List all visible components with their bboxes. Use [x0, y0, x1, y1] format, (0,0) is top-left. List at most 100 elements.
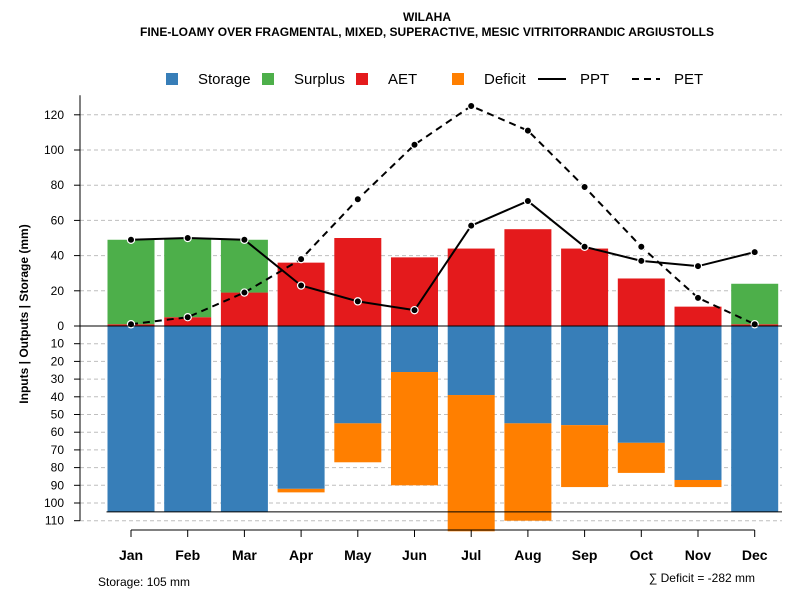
- legend-label-ppt: PPT: [580, 71, 609, 88]
- bar-deficit-oct: [617, 442, 665, 473]
- line-pet: [130, 104, 756, 326]
- point-ppt-sep: [580, 242, 589, 251]
- legend-label-surplus: Surplus: [294, 71, 345, 88]
- bar-aet-mar: [220, 292, 268, 326]
- point-ppt-may: [353, 297, 362, 306]
- legend-label-aet: AET: [388, 71, 417, 88]
- y-tick-label-lower-60: 60: [51, 425, 65, 439]
- x-tick-label-jun: Jun: [402, 547, 427, 563]
- point-ppt-jan: [126, 235, 136, 244]
- bar-deficit-jul: [447, 395, 495, 532]
- y-tick-label-lower-50: 50: [51, 408, 65, 422]
- bar-aet-jul: [447, 248, 495, 326]
- x-tick-label-jan: Jan: [119, 547, 143, 563]
- y-tick-label-upper-0: 0: [57, 319, 64, 333]
- point-ppt-jul: [467, 221, 476, 230]
- storage-footnote: Storage: 105 mm: [98, 575, 190, 589]
- x-tick-label-dec: Dec: [742, 547, 768, 563]
- bars: [107, 229, 779, 532]
- bar-deficit-nov: [674, 479, 722, 488]
- legend-swatch-storage: [166, 73, 178, 85]
- legend-swatch-aet: [356, 73, 368, 85]
- legend-label-storage: Storage: [198, 71, 251, 88]
- legend-item-pet: PET: [632, 71, 703, 88]
- y-tick-label-lower-40: 40: [51, 390, 65, 404]
- y-tick-label-lower-80: 80: [51, 461, 65, 475]
- x-tick-label-may: May: [344, 547, 371, 563]
- x-tick-label-oct: Oct: [630, 547, 654, 563]
- point-pet-jul: [467, 101, 476, 111]
- bar-storage-apr: [277, 326, 325, 489]
- point-pet-may: [353, 195, 362, 204]
- bar-aet-sep: [561, 248, 609, 326]
- bar-surplus-jan: [107, 239, 155, 325]
- bar-storage-may: [334, 326, 382, 424]
- x-tick-label-nov: Nov: [685, 547, 712, 563]
- point-pet-aug: [523, 126, 533, 135]
- point-pet-oct: [637, 242, 646, 251]
- point-pet-dec: [750, 320, 759, 329]
- y-tick-label-lower-70: 70: [51, 443, 65, 457]
- bar-aet-may: [334, 238, 382, 326]
- legend-label-pet: PET: [674, 71, 703, 88]
- bar-aet-jun: [391, 257, 438, 326]
- y-tick-label-lower-30: 30: [51, 372, 65, 386]
- bar-storage-jul: [447, 326, 495, 396]
- bar-aet-aug: [504, 229, 552, 326]
- y-tick-label-lower-90: 90: [51, 478, 65, 492]
- x-tick-label-aug: Aug: [514, 547, 541, 563]
- bar-deficit-may: [334, 423, 382, 463]
- axes: 0 20 40 60 80 100 120 10 20 30 40 50 60 70 80 90 100 110 J…: [44, 95, 782, 563]
- deficit-footnote: ∑ Deficit = -282 mm: [649, 571, 755, 585]
- bar-aet-oct: [617, 278, 665, 326]
- lines: [126, 101, 759, 329]
- bar-deficit-aug: [504, 423, 552, 521]
- chart-title: WILAHA: [403, 10, 451, 24]
- point-ppt-apr: [296, 281, 306, 290]
- legend-item-storage: Storage: [166, 71, 251, 88]
- x-tick-label-mar: Mar: [232, 547, 257, 563]
- point-ppt-jun: [410, 305, 419, 315]
- bar-storage-oct: [617, 326, 665, 443]
- bar-aet-feb: [164, 317, 212, 326]
- y-tick-label-upper-120: 120: [44, 108, 64, 122]
- legend-swatch-deficit: [452, 73, 464, 85]
- bar-storage-dec: [731, 326, 779, 512]
- bar-storage-jun: [391, 326, 438, 373]
- legend-item-deficit: Deficit: [452, 71, 527, 88]
- x-tick-label-jul: Jul: [461, 547, 481, 563]
- legend-swatch-surplus: [262, 73, 274, 85]
- y-tick-label-lower-100: 100: [44, 496, 64, 510]
- bar-deficit-jun: [391, 372, 438, 486]
- x-tick-label-sep: Sep: [572, 547, 598, 563]
- legend-label-deficit: Deficit: [484, 71, 527, 88]
- y-tick-label-upper-60: 60: [51, 213, 65, 227]
- point-pet-mar: [240, 288, 249, 297]
- point-pet-apr: [296, 254, 306, 264]
- chart-subtitle: FINE-LOAMY OVER FRAGMENTAL, MIXED, SUPER…: [140, 25, 714, 39]
- y-tick-label-lower-110: 110: [45, 514, 64, 528]
- y-tick-label-upper-40: 40: [51, 249, 65, 263]
- line-ppt: [130, 199, 755, 312]
- y-tick-label-upper-100: 100: [44, 143, 64, 157]
- point-ppt-nov: [693, 261, 703, 271]
- point-pet-nov: [693, 293, 703, 303]
- bar-storage-sep: [561, 326, 609, 426]
- bar-aet-nov: [674, 306, 722, 326]
- point-pet-jun: [410, 140, 419, 149]
- bar-deficit-apr: [277, 488, 325, 493]
- point-ppt-aug: [523, 196, 533, 206]
- bar-storage-mar: [220, 326, 268, 512]
- point-ppt-feb: [183, 233, 192, 243]
- y-axis-label: Inputs | Outputs | Storage (mm): [17, 224, 31, 403]
- legend-item-aet: AET: [356, 71, 417, 88]
- y-tick-label-upper-20: 20: [51, 284, 65, 298]
- legend: Storage Surplus AET Deficit PPT PET: [166, 71, 703, 88]
- bar-deficit-sep: [561, 425, 609, 488]
- x-tick-label-feb: Feb: [175, 547, 200, 563]
- bar-storage-jan: [107, 326, 155, 512]
- point-ppt-mar: [240, 235, 249, 244]
- point-pet-feb: [183, 313, 192, 322]
- legend-item-ppt: PPT: [538, 71, 609, 88]
